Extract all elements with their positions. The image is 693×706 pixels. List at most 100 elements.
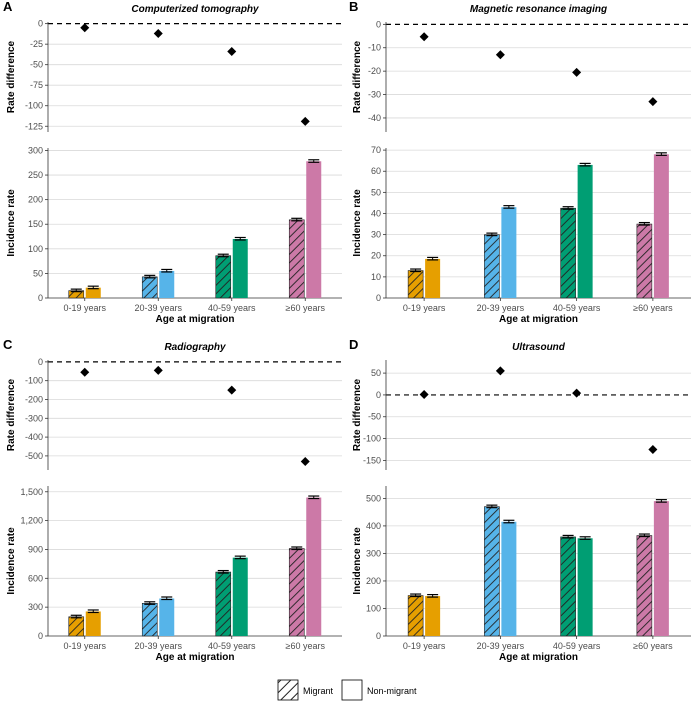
incidence-tick-label: 200 xyxy=(28,195,43,205)
nonmigrant-bar xyxy=(577,164,593,298)
incidence-tick-label: 150 xyxy=(28,219,43,229)
incidence-tick-label: 1,200 xyxy=(20,516,43,526)
legend-nonmigrant-swatch xyxy=(341,679,363,701)
migrant-bar-hatch xyxy=(288,548,305,637)
migrant-bar-hatch xyxy=(215,571,232,637)
incidence-tick-label: 600 xyxy=(28,573,43,583)
rate-difference-point xyxy=(80,23,90,33)
panel-title: Radiography xyxy=(164,342,226,353)
panel-letter: C xyxy=(3,337,13,352)
rate-difference-point xyxy=(153,28,163,38)
incidence-axis-title: Incidence rate xyxy=(6,189,17,257)
legend-nonmigrant-label: Non-migrant xyxy=(367,686,417,696)
incidence-tick-label: 100 xyxy=(366,603,381,613)
migrant-bar-hatch xyxy=(484,506,500,637)
nonmigrant-bar xyxy=(232,557,248,636)
rate-difference-axis-title: Rate difference xyxy=(6,40,17,113)
rate-difference-point xyxy=(648,97,658,107)
incidence-tick-label: 250 xyxy=(28,170,43,180)
panel-a: A Computerized tomography 0 -25 -50 -75 -100 -1… xyxy=(3,0,342,325)
panel-b: B Magnetic resonance imaging 0 -10 -20 -30 -40… xyxy=(349,0,691,325)
x-tick-label: 0-19 years xyxy=(403,641,446,651)
rate-difference-axis-title: Rate difference xyxy=(352,378,363,451)
rate-difference-point xyxy=(419,389,429,399)
rate-difference-axis-title: Rate difference xyxy=(6,378,17,451)
rate-difference-tick-label: -20 xyxy=(368,66,381,76)
panel-title: Magnetic resonance imaging xyxy=(470,4,607,15)
incidence-axis-title: Incidence rate xyxy=(352,527,363,595)
nonmigrant-bar xyxy=(85,287,101,298)
panel-letter: B xyxy=(349,0,358,14)
panel-c: C Radiography 0 -100 -200 -300 -400 -500 Rate di… xyxy=(3,337,342,663)
x-tick-label: 40-59 years xyxy=(208,641,256,651)
x-axis-title: Age at migration xyxy=(156,652,235,663)
nonmigrant-bar xyxy=(501,521,517,636)
legend-migrant-label: Migrant xyxy=(303,686,334,696)
rate-difference-tick-label: -75 xyxy=(30,80,43,90)
x-axis-title: Age at migration xyxy=(156,314,235,325)
rate-difference-point xyxy=(419,32,429,42)
migrant-bar-hatch xyxy=(288,219,305,299)
migrant-bar-hatch xyxy=(68,616,85,637)
x-tick-label: 20-39 years xyxy=(477,303,525,313)
incidence-tick-label: 10 xyxy=(371,272,381,282)
incidence-axis-title: Incidence rate xyxy=(352,189,363,257)
x-tick-label: 40-59 years xyxy=(208,303,256,313)
rate-difference-point xyxy=(300,116,310,126)
incidence-tick-label: 50 xyxy=(33,268,43,278)
nonmigrant-bar xyxy=(306,497,322,636)
rate-difference-point xyxy=(227,47,237,57)
panel-letter: A xyxy=(3,0,13,14)
migrant-bar-hatch xyxy=(636,223,653,299)
migrant-bar-hatch xyxy=(141,603,158,637)
x-tick-label: 20-39 years xyxy=(134,641,182,651)
rate-difference-tick-label: -500 xyxy=(25,451,43,461)
rate-difference-tick-label: -25 xyxy=(30,39,43,49)
rate-difference-axis-title: Rate difference xyxy=(352,40,363,113)
rate-difference-tick-label: -200 xyxy=(25,394,43,404)
incidence-tick-label: 20 xyxy=(371,251,381,261)
x-axis-title: Age at migration xyxy=(499,314,578,325)
rate-difference-tick-label: -300 xyxy=(25,413,43,423)
rate-difference-tick-label: -150 xyxy=(363,455,381,465)
incidence-tick-label: 30 xyxy=(371,230,381,240)
rate-difference-tick-label: -400 xyxy=(25,432,43,442)
incidence-tick-label: 900 xyxy=(28,544,43,554)
rate-difference-tick-label: -50 xyxy=(30,60,43,70)
x-tick-label: 40-59 years xyxy=(553,641,601,651)
nonmigrant-bar xyxy=(232,238,248,298)
rate-difference-point xyxy=(80,367,90,377)
x-tick-label: ≥60 years xyxy=(633,303,673,313)
nonmigrant-bar xyxy=(85,611,101,636)
incidence-tick-label: 0 xyxy=(38,293,43,303)
incidence-tick-label: 0 xyxy=(376,293,381,303)
incidence-axis-title: Incidence rate xyxy=(6,527,17,595)
legend: Migrant Non-migrant xyxy=(277,679,417,701)
migrant-bar-hatch xyxy=(215,255,232,299)
migrant-bar-hatch xyxy=(407,595,424,637)
rate-difference-point xyxy=(495,50,505,60)
incidence-tick-label: 300 xyxy=(28,145,43,155)
nonmigrant-bar xyxy=(653,154,669,298)
legend-migrant-hatch xyxy=(278,680,298,700)
nonmigrant-bar xyxy=(425,258,441,298)
x-tick-label: 20-39 years xyxy=(477,641,525,651)
incidence-tick-label: 0 xyxy=(38,631,43,641)
x-tick-label: 0-19 years xyxy=(63,641,106,651)
panel-letter: D xyxy=(349,337,358,352)
incidence-tick-label: 300 xyxy=(28,602,43,612)
incidence-tick-label: 1,500 xyxy=(20,487,43,497)
incidence-tick-label: 40 xyxy=(371,208,381,218)
incidence-tick-label: 500 xyxy=(366,493,381,503)
rate-difference-tick-label: -125 xyxy=(25,121,43,131)
incidence-tick-label: 60 xyxy=(371,166,381,176)
nonmigrant-bar xyxy=(501,207,517,298)
migrant-bar-hatch xyxy=(560,207,576,299)
panel-title: Computerized tomography xyxy=(131,4,259,15)
rate-difference-tick-label: 0 xyxy=(376,390,381,400)
incidence-tick-label: 200 xyxy=(366,576,381,586)
panel-title: Ultrasound xyxy=(512,342,566,353)
nonmigrant-bar xyxy=(577,538,593,636)
